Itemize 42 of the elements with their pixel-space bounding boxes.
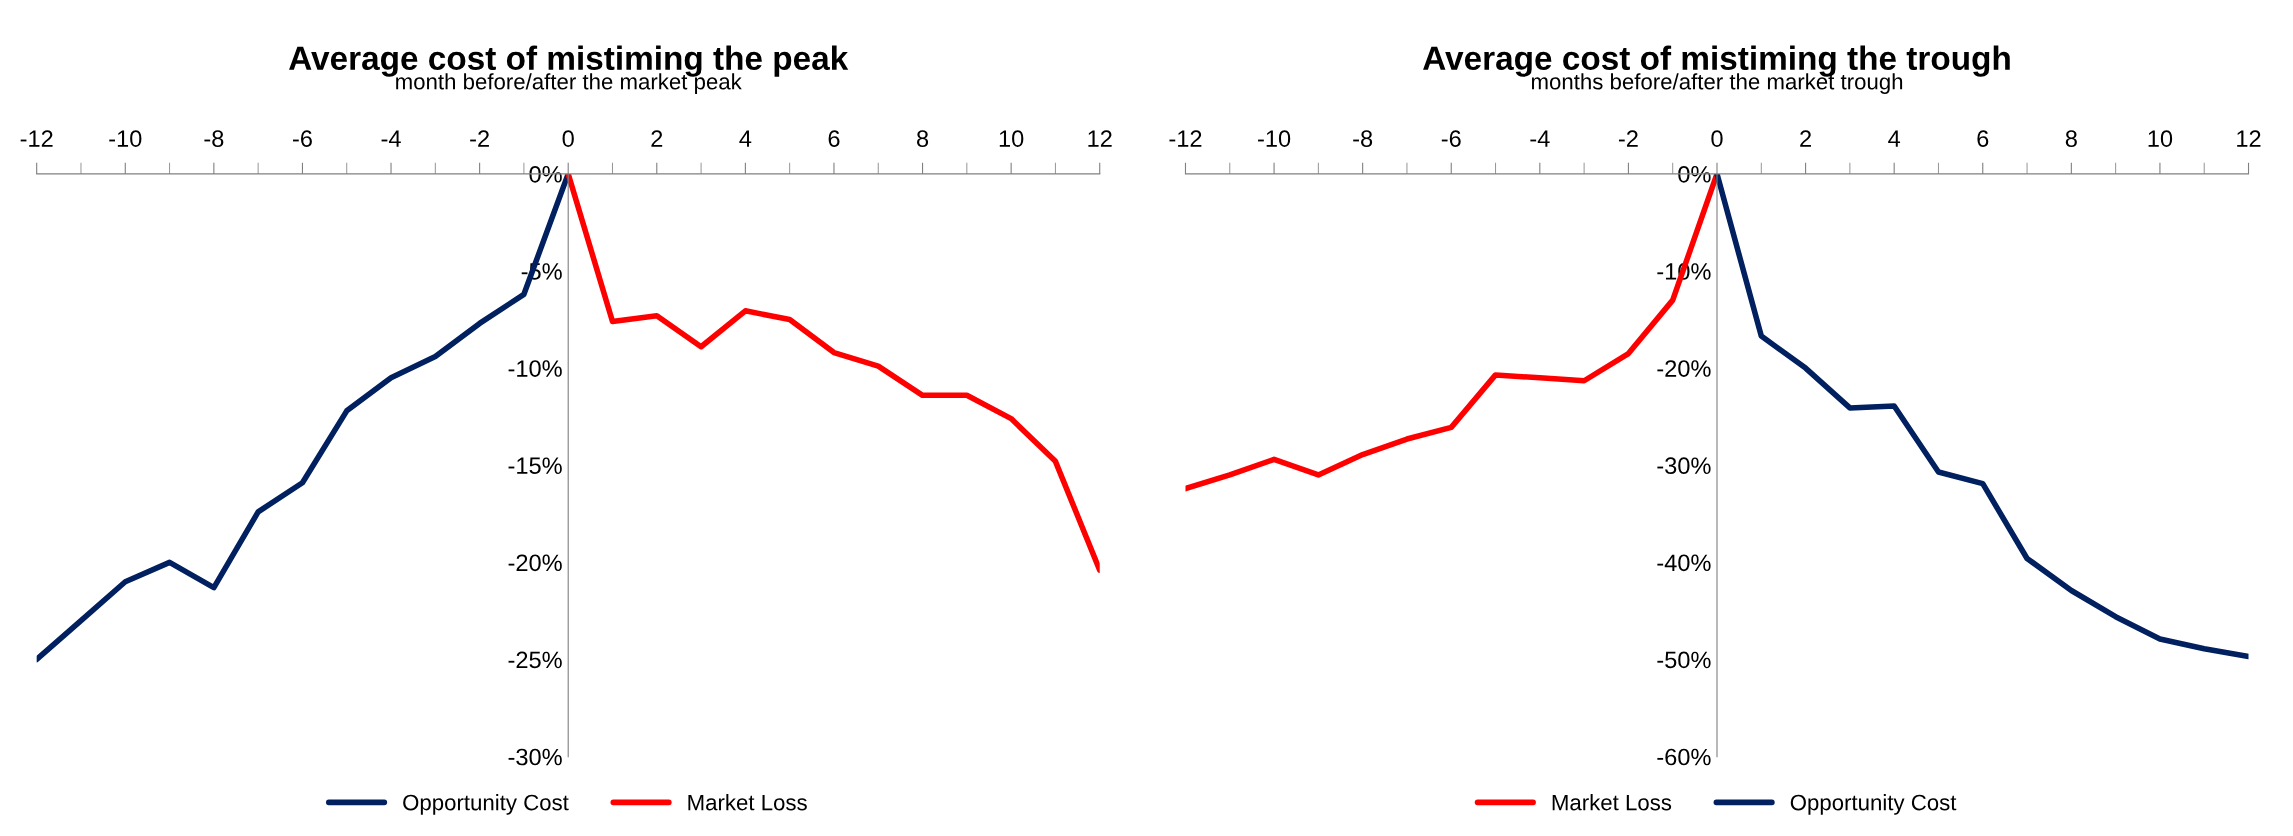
- y-tick-label: -30%: [1657, 457, 1711, 475]
- x-tick-label: -12: [1169, 130, 1202, 147]
- y-tick-label: 0%: [529, 165, 562, 183]
- y-tick-label: -15%: [508, 457, 562, 475]
- y-tick-label: 0%: [1678, 165, 1711, 183]
- x-tick-label: -2: [470, 130, 489, 147]
- y-tick-label: -50%: [1657, 651, 1711, 669]
- y-tick-label: -25%: [508, 651, 562, 669]
- y-tick-label: -60%: [1657, 748, 1711, 766]
- x-tick-label: -12: [20, 130, 53, 147]
- x-tick-label: -2: [1618, 130, 1638, 147]
- x-tick-label: -10: [1258, 130, 1291, 147]
- x-tick-label: -6: [1441, 130, 1461, 147]
- legend-label: Opportunity Cost: [1790, 794, 1957, 815]
- y-tick-label: -20%: [508, 554, 562, 572]
- x-tick-label: 4: [1888, 130, 1901, 147]
- y-tick-label: -20%: [1657, 360, 1711, 377]
- x-tick-label: 8: [2065, 130, 2077, 147]
- x-tick-label: 12: [2237, 130, 2261, 147]
- x-tick-label: -6: [293, 130, 312, 147]
- x-tick-label: 12: [1088, 130, 1112, 147]
- x-tick-label: -8: [204, 130, 224, 147]
- x-tick-label: 0: [1711, 130, 1723, 147]
- x-tick-label: 4: [739, 130, 752, 147]
- x-tick-label: 10: [2148, 130, 2173, 147]
- x-tick-label: 10: [999, 130, 1024, 147]
- x-tick-label: -8: [1353, 130, 1373, 147]
- y-tick-label: -40%: [1657, 554, 1711, 572]
- x-tick-label: -4: [1530, 130, 1550, 147]
- y-tick-label: -30%: [508, 748, 562, 766]
- x-tick-label: 0: [562, 130, 574, 147]
- x-tick-label: -4: [381, 130, 401, 147]
- legend-label: Market Loss: [688, 794, 807, 811]
- y-tick-label: -10%: [508, 360, 562, 377]
- x-tick-label: 6: [828, 130, 840, 147]
- x-tick-label: -10: [109, 130, 142, 147]
- x-tick-label: 2: [651, 130, 663, 147]
- x-tick-label: 8: [917, 130, 929, 147]
- legend-label: Market Loss: [1552, 794, 1672, 811]
- x-tick-label: 2: [1800, 130, 1811, 147]
- x-tick-label: 6: [1977, 130, 1989, 147]
- legend-label: Opportunity Cost: [403, 794, 569, 815]
